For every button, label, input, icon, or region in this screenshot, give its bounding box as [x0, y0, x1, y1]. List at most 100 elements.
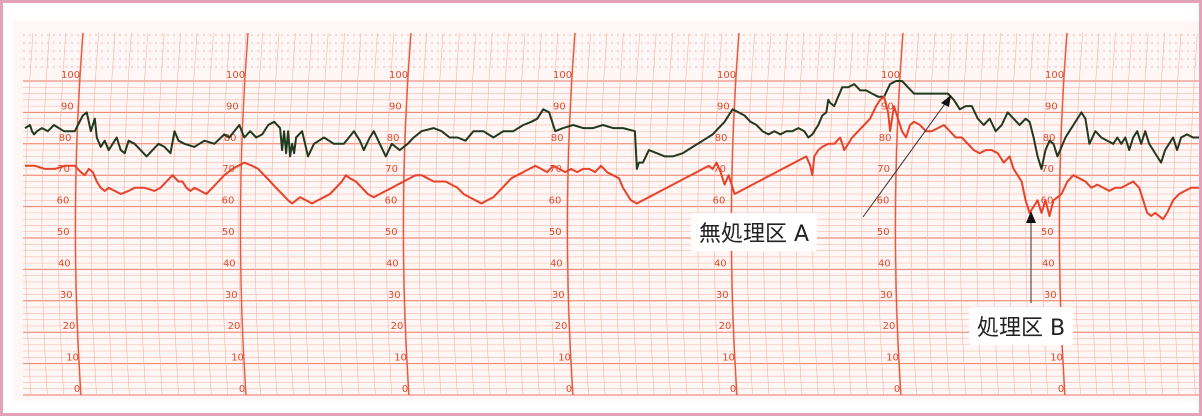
- grid-minor-v: [681, 32, 690, 396]
- grid-minor-v: [910, 32, 919, 396]
- grid-minor-v: [599, 32, 608, 396]
- grid-minor-v: [451, 32, 460, 396]
- grid-minor-v: [435, 32, 444, 396]
- y-tick-label: 80: [387, 133, 400, 144]
- y-tick-label: 20: [391, 321, 404, 332]
- grid-minor-v: [336, 32, 345, 396]
- y-tick-label: 80: [59, 133, 72, 144]
- y-tick-label: 60: [877, 196, 890, 207]
- annotation-a-arrow: [862, 100, 948, 218]
- grid-minor-v: [566, 32, 575, 396]
- y-tick-label: 30: [60, 290, 73, 301]
- y-tick-label: 50: [1041, 227, 1054, 238]
- grid-minor-v: [369, 32, 378, 396]
- grid-minor-v: [648, 32, 657, 396]
- grid-minor-v: [1009, 32, 1018, 396]
- y-tick-label: 20: [228, 321, 241, 332]
- annotation-a-label: 無処理区 A: [691, 213, 818, 251]
- grid-minor-v: [385, 32, 395, 396]
- grid-minor-v: [1189, 32, 1198, 396]
- grid-minor-v: [500, 32, 509, 396]
- y-tick-label: 20: [883, 321, 896, 332]
- grid-minor-v: [1091, 32, 1100, 396]
- y-tick-label: 70: [222, 164, 235, 175]
- y-tick-label: 60: [57, 196, 70, 207]
- grid-minor-v: [74, 32, 83, 396]
- y-tick-label: 50: [877, 227, 890, 238]
- y-tick-label: 10: [1050, 353, 1063, 364]
- grid-minor-v: [1123, 32, 1133, 396]
- grid-minor-v: [828, 32, 837, 396]
- y-tick-label: 10: [394, 353, 407, 364]
- y-tick-label: 100: [61, 70, 80, 81]
- grid-minor-v: [927, 32, 936, 396]
- grid-minor-v: [418, 32, 427, 396]
- y-tick-label: 100: [717, 70, 736, 81]
- y-tick-label: 50: [57, 227, 70, 238]
- y-tick-label: 50: [385, 227, 398, 238]
- y-tick-label: 10: [231, 353, 244, 364]
- y-tick-label: 0: [402, 384, 408, 395]
- grid-minor-v: [172, 32, 181, 396]
- y-tick-label: 90: [717, 101, 730, 112]
- grid-minor-v: [877, 32, 887, 396]
- recorder-chart: 1009080706050403020100100908070605040302…: [13, 21, 1199, 401]
- y-tick-label: 90: [1045, 101, 1058, 112]
- y-tick-label: 20: [555, 321, 568, 332]
- series-line-b: [25, 95, 1199, 221]
- y-tick-label: 60: [1041, 196, 1054, 207]
- grid-minor-v: [402, 32, 411, 396]
- y-tick-label: 30: [552, 290, 565, 301]
- annotation-b-label: 処理区 B: [969, 307, 1074, 345]
- y-tick-label: 80: [224, 133, 237, 144]
- y-tick-label: 10: [558, 353, 571, 364]
- y-tick-label: 40: [386, 258, 399, 269]
- y-tick-label: 50: [549, 227, 562, 238]
- y-tick-label: 0: [566, 384, 572, 395]
- grid-minor-v: [41, 32, 50, 396]
- y-tick-label: 60: [222, 196, 235, 207]
- grid-major-v: [74, 32, 84, 396]
- grid-minor-v: [25, 32, 34, 396]
- y-tick-label: 80: [715, 133, 728, 144]
- y-tick-label: 60: [385, 196, 398, 207]
- grid-minor-v: [1173, 32, 1182, 396]
- y-tick-label: 0: [1058, 384, 1064, 395]
- y-tick-label: 90: [226, 101, 239, 112]
- grid-minor-v: [861, 32, 870, 396]
- y-tick-label: 20: [719, 321, 732, 332]
- grid-minor-v: [1107, 32, 1116, 396]
- grid-minor-v: [943, 32, 952, 396]
- y-tick-label: 40: [714, 258, 727, 269]
- grid-minor-v: [139, 32, 149, 396]
- y-tick-label: 50: [222, 227, 235, 238]
- grid-minor-v: [303, 32, 313, 396]
- y-tick-label: 80: [551, 133, 564, 144]
- y-tick-label: 80: [1043, 133, 1056, 144]
- y-tick-label: 60: [713, 196, 726, 207]
- y-tick-label: 70: [385, 164, 398, 175]
- grid-major-v: [239, 32, 249, 396]
- y-tick-label: 10: [886, 353, 899, 364]
- grid-minor-v: [271, 32, 280, 396]
- grid-minor-v: [205, 32, 214, 396]
- y-tick-label: 60: [549, 196, 562, 207]
- y-tick-label: 30: [388, 290, 401, 301]
- grid-minor-v: [533, 32, 542, 396]
- y-tick-label: 30: [225, 290, 238, 301]
- y-tick-label: 40: [878, 258, 891, 269]
- grid-minor-v: [90, 32, 99, 396]
- y-tick-label: 100: [881, 70, 900, 81]
- y-tick-label: 90: [553, 101, 566, 112]
- grid-minor-v: [221, 32, 231, 396]
- grid-minor-v: [254, 32, 263, 396]
- grid-minor-v: [992, 32, 1001, 396]
- y-tick-label: 100: [553, 70, 572, 81]
- grid-minor-v: [582, 32, 591, 396]
- y-tick-label: 80: [879, 133, 892, 144]
- grid-minor-v: [664, 32, 673, 396]
- grid-major-v: [566, 32, 576, 396]
- y-tick-label: 90: [61, 101, 74, 112]
- grid-minor-v: [517, 32, 526, 396]
